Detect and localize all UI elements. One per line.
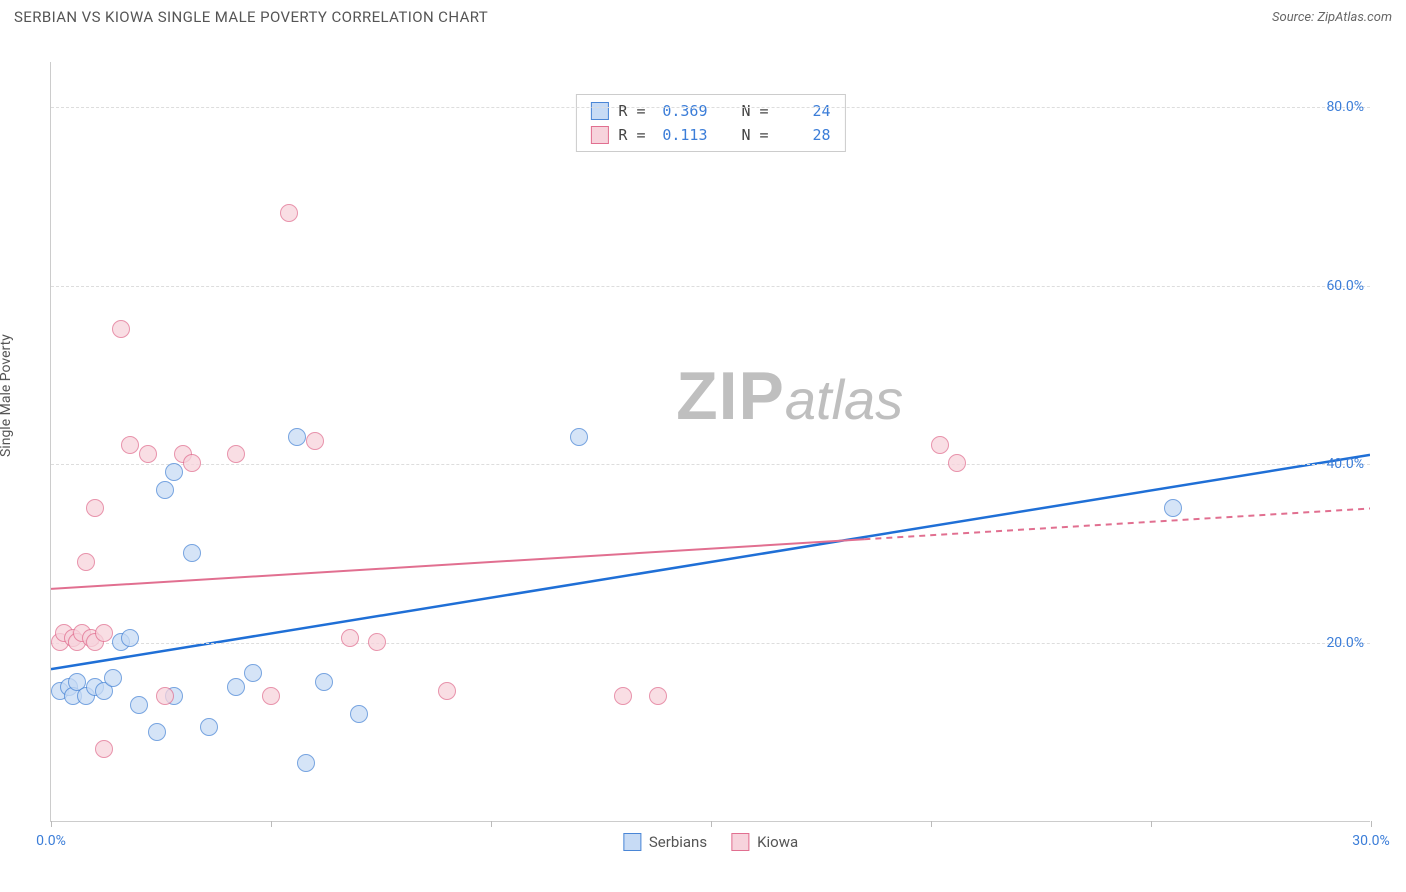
scatter-point-kiowa	[112, 320, 130, 338]
scatter-point-serbians	[227, 678, 245, 696]
watermark-left: ZIP	[676, 358, 785, 434]
scatter-point-kiowa	[227, 445, 245, 463]
scatter-point-serbians	[288, 428, 306, 446]
legend-stats-row: R = 0.369 N = 24	[576, 99, 844, 123]
legend-item: Serbians	[623, 833, 707, 851]
gridline	[51, 286, 1370, 287]
scatter-point-serbians	[200, 718, 218, 736]
legend-swatch	[590, 102, 608, 120]
scatter-point-kiowa	[649, 687, 667, 705]
scatter-point-serbians	[297, 754, 315, 772]
scatter-point-serbians	[121, 629, 139, 647]
legend-bottom: Serbians Kiowa	[623, 833, 798, 851]
scatter-point-kiowa	[438, 682, 456, 700]
x-tick	[51, 821, 52, 827]
scatter-point-serbians	[104, 669, 122, 687]
scatter-point-serbians	[130, 696, 148, 714]
y-tick-label: 60.0%	[1326, 278, 1364, 294]
scatter-point-kiowa	[614, 687, 632, 705]
scatter-point-kiowa	[262, 687, 280, 705]
source-attribution: Source: ZipAtlas.com	[1272, 10, 1392, 25]
watermark: ZIPatlas	[676, 357, 903, 435]
scatter-point-serbians	[570, 428, 588, 446]
scatter-point-serbians	[244, 664, 262, 682]
trend-line	[864, 508, 1370, 539]
chart-title: SERBIAN VS KIOWA SINGLE MALE POVERTY COR…	[14, 8, 488, 26]
scatter-point-kiowa	[121, 436, 139, 454]
legend-label: Kiowa	[757, 833, 798, 851]
legend-swatch	[623, 833, 641, 851]
x-tick	[711, 821, 712, 827]
legend-n-value: 24	[779, 102, 831, 120]
legend-stats-row: R = 0.113 N = 28	[576, 123, 844, 147]
scatter-point-serbians	[1164, 499, 1182, 517]
scatter-point-kiowa	[280, 204, 298, 222]
scatter-point-serbians	[148, 723, 166, 741]
scatter-point-kiowa	[931, 436, 949, 454]
legend-n-label: N =	[742, 126, 769, 144]
scatter-point-kiowa	[183, 454, 201, 472]
legend-stats-box: R = 0.369 N = 24 R = 0.113 N = 28	[575, 94, 845, 152]
x-tick	[931, 821, 932, 827]
legend-swatch	[731, 833, 749, 851]
gridline	[51, 643, 1370, 644]
x-tick	[491, 821, 492, 827]
scatter-point-kiowa	[341, 629, 359, 647]
legend-n-label: N =	[742, 102, 769, 120]
scatter-chart: Single Male Poverty ZIPatlas R = 0.369 N =…	[0, 32, 1406, 882]
watermark-right: atlas	[785, 368, 903, 431]
legend-r-label: R =	[618, 102, 645, 120]
scatter-point-kiowa	[368, 633, 386, 651]
scatter-point-kiowa	[306, 432, 324, 450]
scatter-point-kiowa	[139, 445, 157, 463]
scatter-point-kiowa	[95, 624, 113, 642]
scatter-point-serbians	[183, 544, 201, 562]
y-tick-label: 40.0%	[1326, 456, 1364, 472]
gridline	[51, 107, 1370, 108]
plot-area: ZIPatlas R =0.369N =24R =0.113N =28 Serb…	[50, 62, 1370, 822]
scatter-point-serbians	[165, 463, 183, 481]
y-tick-label: 20.0%	[1326, 635, 1364, 651]
x-tick-label: 30.0%	[1352, 833, 1390, 849]
legend-swatch	[590, 126, 608, 144]
x-tick-label: 0.0%	[36, 833, 66, 849]
scatter-point-serbians	[350, 705, 368, 723]
y-tick-label: 80.0%	[1326, 99, 1364, 115]
source-prefix: Source:	[1272, 10, 1317, 25]
trend-lines-layer	[51, 62, 1370, 821]
scatter-point-serbians	[156, 481, 174, 499]
scatter-point-kiowa	[948, 454, 966, 472]
legend-r-value: 0.113	[656, 126, 708, 144]
legend-n-value: 28	[779, 126, 831, 144]
scatter-point-serbians	[315, 673, 333, 691]
y-axis-label: Single Male Poverty	[0, 334, 14, 457]
trend-line	[51, 455, 1370, 669]
scatter-point-kiowa	[77, 553, 95, 571]
scatter-point-kiowa	[95, 740, 113, 758]
legend-r-label: R =	[618, 126, 645, 144]
x-tick	[1371, 821, 1372, 827]
legend-item: Kiowa	[731, 833, 798, 851]
scatter-point-kiowa	[86, 499, 104, 517]
source-site: ZipAtlas.com	[1317, 10, 1392, 25]
x-tick	[1151, 821, 1152, 827]
trend-line	[51, 539, 864, 589]
x-tick	[271, 821, 272, 827]
gridline	[51, 464, 1370, 465]
scatter-point-kiowa	[156, 687, 174, 705]
legend-r-value: 0.369	[656, 102, 708, 120]
legend-label: Serbians	[649, 833, 707, 851]
